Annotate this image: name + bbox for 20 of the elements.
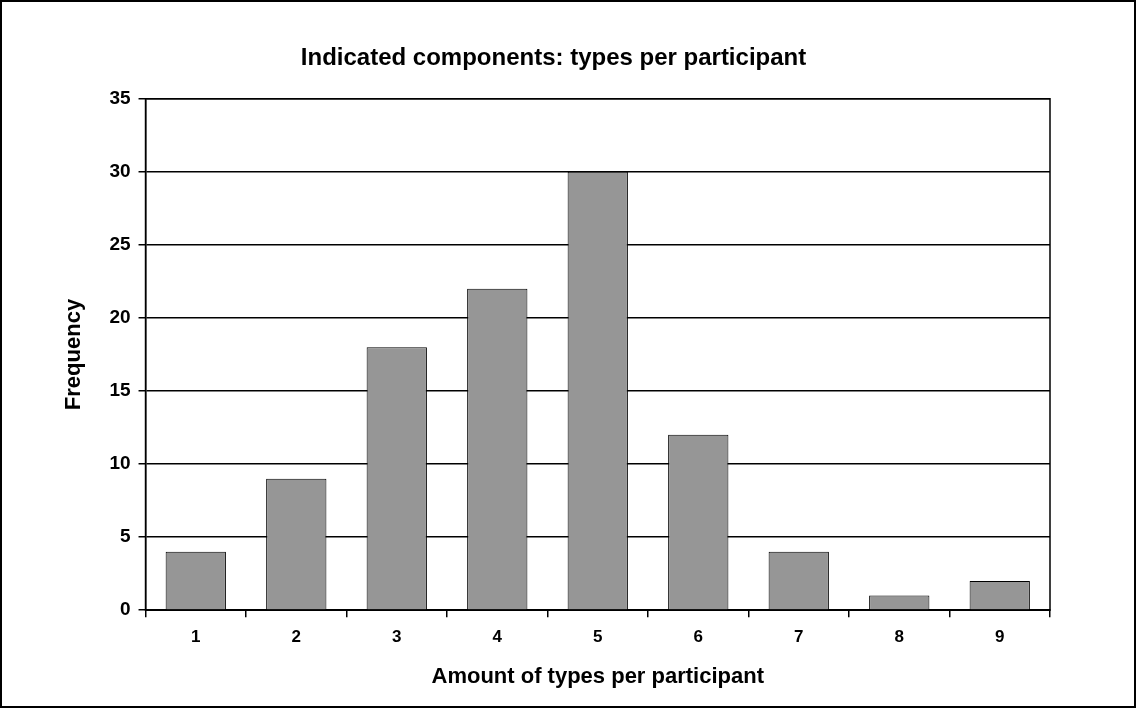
y-tick-label: 35	[109, 87, 131, 109]
chart-title: Indicated components: types per participant	[300, 43, 807, 71]
x-tick-label: 5	[593, 627, 603, 647]
y-tick-label: 15	[109, 379, 131, 401]
y-tick-label: 25	[109, 233, 131, 255]
x-tick-label: 8	[894, 627, 904, 647]
x-tick-label: 7	[794, 627, 804, 647]
x-axis-title: Amount of types per participant	[431, 662, 765, 688]
x-tick-label: 3	[392, 627, 402, 647]
x-tick-label: 4	[492, 627, 503, 647]
y-tick-label: 5	[119, 525, 131, 547]
y-tick-label: 30	[109, 160, 131, 182]
y-tick-label: 10	[109, 452, 131, 474]
x-tick-label: 1	[191, 627, 201, 647]
x-tick-label: 6	[693, 627, 703, 647]
y-tick-label: 0	[119, 598, 131, 620]
x-tick-label: 9	[995, 627, 1005, 647]
x-tick-label: 2	[291, 627, 302, 647]
y-axis-title: Frequency	[60, 298, 86, 411]
y-tick-label: 20	[109, 306, 131, 328]
